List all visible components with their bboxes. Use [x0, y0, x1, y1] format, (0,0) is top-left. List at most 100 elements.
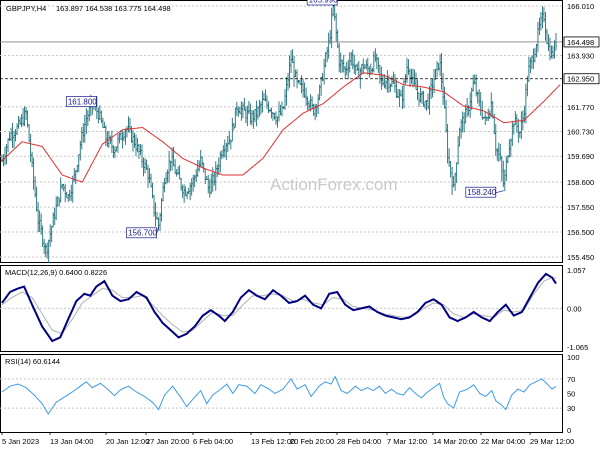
- current-price-tag: 164.498: [567, 38, 594, 47]
- ohlc-bar: [125, 125, 129, 138]
- ohlc-bar: [196, 159, 199, 177]
- ohlc-bar: [431, 78, 434, 98]
- ohlc-bar: [520, 111, 523, 140]
- ohlc-bar: [259, 101, 263, 115]
- price-tick-label: 155.450: [567, 253, 594, 262]
- price-annotation-text: 161.800: [68, 97, 97, 106]
- ohlc-bar: [417, 92, 421, 107]
- time-tick-label: 13 Jan 04:00: [50, 437, 93, 446]
- symbol-label: GBPJPY,H4: [6, 4, 46, 13]
- ohlc-bar: [175, 169, 178, 177]
- ohlc-bar: [223, 139, 226, 158]
- ohlc-bar: [509, 138, 513, 158]
- ohlc-bar: [82, 123, 85, 143]
- macd-line: [1, 272, 557, 343]
- ohlc-bar: [304, 87, 308, 106]
- ohlc-bar: [240, 101, 243, 121]
- ohlc-bar: [188, 182, 192, 201]
- price-annotation-text: 165.990: [309, 0, 338, 5]
- ohlc-bar: [182, 184, 186, 203]
- ohlc-bar: [41, 225, 44, 248]
- ohlc-bar: [216, 164, 219, 178]
- rsi-tick-label: 30: [567, 404, 575, 413]
- time-tick-label: 14 Mar 20:00: [433, 437, 477, 446]
- ohlc-bar: [113, 146, 117, 159]
- ohlc-bar: [143, 158, 147, 174]
- ohlc-bar: [363, 64, 367, 69]
- price-annotations: 165.990 161.800 156.700 158.240: [65, 0, 504, 239]
- ohlc-bar: [416, 79, 419, 101]
- ohlc-bar: [101, 117, 105, 129]
- price-panel: ActionForex.com 165.990 161.800 156.700 158…: [0, 0, 600, 264]
- ohlc-bar: [15, 123, 19, 136]
- ohlc-bar: [109, 135, 112, 144]
- ohlc-bar: [292, 55, 296, 87]
- ohlc-bar: [468, 92, 472, 118]
- ohlc-bar: [303, 82, 306, 98]
- ohlc-bar: [360, 63, 363, 75]
- price-annotation-text: 158.240: [467, 188, 496, 197]
- ohlc-bar: [425, 100, 428, 111]
- ohlc-bar: [456, 135, 460, 165]
- ohlc-bar: [235, 101, 239, 116]
- ohlc-bar: [207, 174, 210, 194]
- ohlc-bar: [252, 110, 255, 129]
- price-candles: [0, 0, 558, 264]
- ohlc-bar: [494, 124, 497, 156]
- ohlc-bar: [104, 125, 108, 147]
- ohlc-bar: [250, 109, 254, 126]
- ohlc-bar: [319, 76, 323, 96]
- ohlc-bar: [398, 89, 401, 108]
- ohlc-bar: [347, 59, 350, 80]
- time-tick-label: 5 Jan 2023: [2, 437, 39, 446]
- ohlc-bar: [97, 107, 100, 124]
- ohlc-bar: [187, 187, 190, 194]
- ohlc-bar: [179, 177, 183, 191]
- ohlc-bar: [280, 101, 284, 117]
- ohlc-bar: [438, 54, 442, 77]
- ohlc-bar: [193, 174, 196, 188]
- ohlc-bar: [453, 172, 457, 191]
- ohlc-bar: [32, 157, 35, 190]
- ohlc-bar: [541, 6, 544, 29]
- ohlc-bar: [544, 11, 547, 41]
- ohlc-bar: [27, 124, 31, 142]
- ohlc-bar: [51, 212, 55, 228]
- ohlc-bar: [44, 243, 47, 257]
- ohlc-bar: [166, 169, 169, 184]
- ohlc-bar: [529, 57, 532, 74]
- ohlc-bar: [131, 130, 135, 152]
- ohlc-label: 163.897 164.538 163.775 164.498: [56, 4, 171, 13]
- ohlc-bar: [210, 173, 213, 194]
- ohlc-bar: [345, 61, 348, 76]
- ohlc-bar: [452, 175, 455, 187]
- ohlc-bar: [505, 156, 508, 182]
- ohlc-bar: [23, 106, 26, 127]
- ohlc-bar: [50, 225, 53, 243]
- ohlc-bar: [327, 32, 330, 59]
- rsi-label: RSI(14) 60.6144: [5, 357, 60, 366]
- rsi-tick-label: 50: [567, 390, 575, 399]
- rsi-tick-label: 70: [567, 375, 575, 384]
- ohlc-bar: [542, 7, 546, 23]
- ohlc-bar: [152, 195, 156, 217]
- ohlc-bar: [362, 58, 365, 74]
- ohlc-bar: [405, 57, 409, 83]
- ohlc-bar: [264, 89, 267, 102]
- ohlc-bar: [496, 148, 499, 161]
- price-annotation-text: 156.700: [128, 228, 157, 237]
- ohlc-bar: [213, 172, 216, 186]
- ohlc-bar: [20, 114, 23, 128]
- ohlc-bar: [423, 100, 427, 109]
- ohlc-bar: [17, 116, 20, 129]
- ohlc-bar: [184, 186, 187, 197]
- ohlc-bar: [381, 74, 385, 86]
- ohlc-bar: [65, 191, 68, 199]
- ohlc-bar: [338, 43, 341, 73]
- ohlc-bar: [450, 166, 454, 195]
- ohlc-bar: [444, 99, 448, 133]
- macd-tick-label: -1.065: [567, 343, 588, 352]
- ohlc-bar: [384, 80, 388, 90]
- ohlc-bar: [366, 57, 370, 75]
- ohlc-bar: [440, 53, 443, 90]
